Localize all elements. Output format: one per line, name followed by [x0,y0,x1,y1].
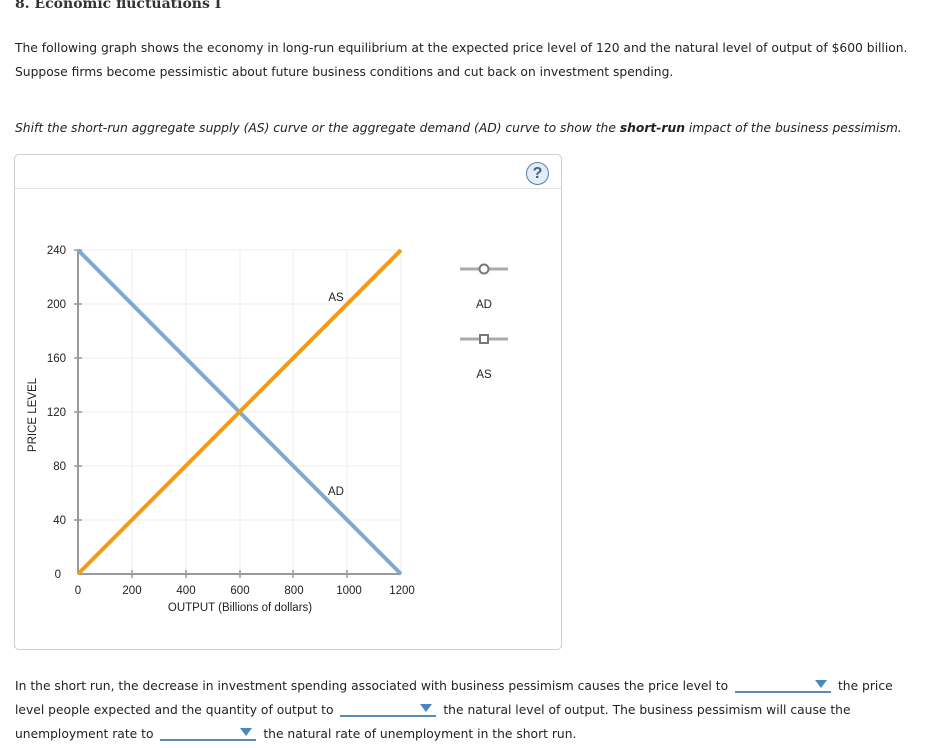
y-tick: 40 [53,515,66,527]
answer-text-2: the price level [15,679,893,717]
as-curve-label: AS [328,292,344,304]
answer-text-6: the natural rate of unemployment in the … [263,727,577,741]
instruction-text: Shift the short-run aggregate supply (AS… [15,121,902,135]
instruction-before: Shift the short-run aggregate supply (AS… [15,121,620,135]
graph-panel: ? [14,154,562,650]
output-dropdown[interactable] [340,699,437,717]
palette-ad-tool[interactable]: AD [460,263,508,312]
palette-as-tool[interactable]: AS [460,334,508,381]
price-level-dropdown[interactable] [735,675,832,693]
x-tick: 400 [176,585,195,597]
x-tick: 1200 [389,585,415,597]
y-tick: 80 [53,461,66,473]
intro-text: The following graph shows the economy in… [15,36,907,84]
palette-as-label: AS [476,369,492,381]
y-tick: 120 [47,407,66,419]
ad-curve-label: AD [328,486,344,498]
y-tick: 240 [47,245,66,257]
intro-line-1: The following graph shows the economy in… [15,41,908,55]
help-icon[interactable]: ? [526,162,549,185]
y-tick: 200 [47,299,66,311]
dropdown-arrow-icon [240,728,253,736]
x-tick: 0 [75,585,81,597]
instruction-bold: short-run [619,121,685,135]
unemployment-dropdown[interactable] [160,723,257,741]
x-tick-labels: 0 200 400 600 800 1000 1200 [75,585,415,597]
y-tick: 160 [47,353,66,365]
ad-as-chart[interactable]: 240 200 160 120 80 40 0 0 200 400 600 80… [15,155,561,649]
x-tick: 600 [230,585,249,597]
answer-text-4: the natural level of output. The busines… [15,703,851,741]
square-marker-icon [479,334,489,344]
x-tick: 1000 [336,585,362,597]
answer-paragraph: In the short run, the decrease in invest… [15,674,920,746]
y-tick-labels: 240 200 160 120 80 40 0 [47,245,66,581]
y-axis-label: PRICE LEVEL [27,377,39,452]
dropdown-arrow-icon [815,680,828,688]
y-tick: 0 [55,569,61,581]
graph-header: ? [15,155,561,189]
circle-marker-icon [478,263,490,275]
answer-text-3: people expected and the quantity of outp… [48,703,334,717]
ticks [74,249,348,578]
answer-text-1: In the short run, the decrease in invest… [15,679,729,693]
instruction-after: impact of the business pessimism. [684,121,902,135]
x-tick: 800 [284,585,303,597]
palette-ad-label: AD [476,299,492,311]
question-title: 8. Economic fluctuations I [15,0,222,12]
x-axis-label: OUTPUT (Billions of dollars) [168,602,312,614]
x-tick: 200 [122,585,141,597]
as-curve[interactable] [76,248,403,576]
dropdown-arrow-icon [420,704,433,712]
answer-text-5: to [141,727,154,741]
intro-line-2: Suppose firms become pessimistic about f… [15,65,674,79]
